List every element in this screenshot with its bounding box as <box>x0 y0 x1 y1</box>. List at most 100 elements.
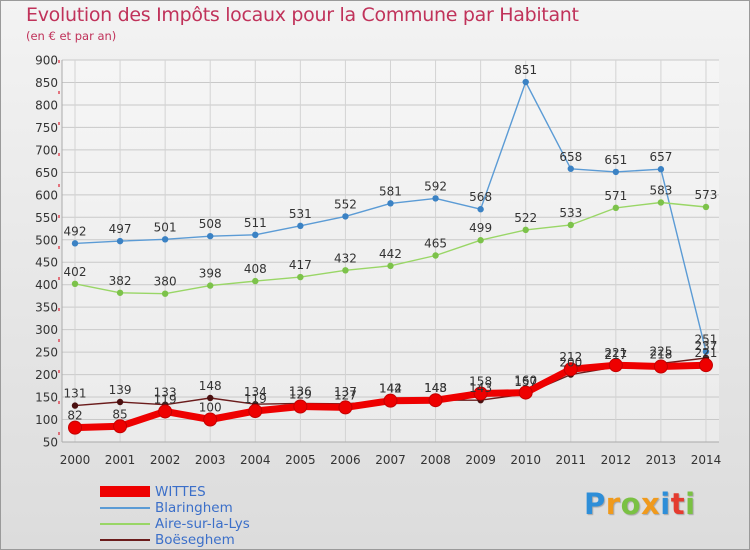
data-label: 417 <box>289 258 312 272</box>
data-label: 531 <box>289 207 312 221</box>
data-label: 160 <box>514 374 537 388</box>
data-point <box>203 412 218 427</box>
data-point <box>563 362 578 377</box>
legend-label: Aire-sur-la-Lys <box>155 516 250 532</box>
data-label: 119 <box>244 392 267 406</box>
data-label: 139 <box>109 383 132 397</box>
legend-swatch <box>100 486 150 497</box>
data-label: 221 <box>604 346 627 360</box>
y-tick-label: 600 <box>35 188 58 202</box>
data-point <box>342 267 349 274</box>
data-point <box>612 168 620 176</box>
y-tick-label: 450 <box>35 256 58 270</box>
legend-label: WITTES <box>155 484 206 500</box>
data-label: 398 <box>199 267 222 281</box>
y-tick-label: 150 <box>35 391 58 405</box>
x-tick-label: 2004 <box>240 453 271 467</box>
logo-letter: i <box>660 487 671 521</box>
data-label: 148 <box>424 381 447 395</box>
data-point <box>68 420 82 435</box>
data-label: 380 <box>154 275 177 289</box>
x-tick-label: 2007 <box>375 453 406 467</box>
data-label: 133 <box>154 386 177 400</box>
data-label: 136 <box>289 384 312 398</box>
y-tick-label: 800 <box>35 98 58 112</box>
y-tick-label: 100 <box>35 413 58 427</box>
proxiti-logo: Proxiti <box>584 487 696 521</box>
logo-letter: o <box>620 487 642 521</box>
data-point <box>522 226 529 234</box>
data-label: 592 <box>424 179 447 193</box>
data-point <box>161 236 169 243</box>
data-label: 583 <box>649 183 672 197</box>
data-label: 142 <box>379 382 402 396</box>
x-tick-label: 2011 <box>555 453 586 467</box>
data-label: 237 <box>695 339 718 353</box>
x-tick-label: 2013 <box>646 453 677 467</box>
data-label: 217 <box>604 348 627 362</box>
data-label: 499 <box>469 221 492 235</box>
x-tick-label: 2003 <box>195 453 226 467</box>
data-label: 492 <box>64 224 87 238</box>
data-label: 465 <box>424 236 447 250</box>
x-tick-label: 2000 <box>60 453 91 467</box>
chart-title: Evolution des Impôts locaux pour la Comm… <box>26 4 579 26</box>
data-label: 144 <box>379 382 402 396</box>
data-label: 651 <box>604 153 627 167</box>
data-label: 200 <box>559 356 582 370</box>
data-label: 581 <box>379 184 402 198</box>
legend-swatch <box>100 523 150 525</box>
data-point <box>293 399 308 414</box>
data-point <box>653 359 668 374</box>
data-point <box>116 237 124 245</box>
x-tick-label: 2014 <box>691 453 722 467</box>
data-point <box>338 400 353 415</box>
legend-swatch <box>100 539 150 541</box>
x-tick-label: 2009 <box>465 453 496 467</box>
data-point <box>567 221 574 229</box>
logo-letter: r <box>605 487 621 521</box>
data-point <box>387 262 394 270</box>
legend-label: Boëseghem <box>155 532 235 548</box>
data-label: 658 <box>559 150 582 164</box>
data-label: 571 <box>604 189 627 203</box>
data-label: 131 <box>64 387 87 401</box>
data-label: 408 <box>244 262 267 276</box>
data-label: 501 <box>154 220 177 234</box>
data-point <box>248 403 263 418</box>
y-tick-label: 650 <box>35 166 58 180</box>
data-point <box>252 231 259 239</box>
y-tick-label: 300 <box>35 323 58 337</box>
logo-letter: x <box>641 487 661 521</box>
data-point <box>702 348 710 355</box>
data-point <box>158 404 173 419</box>
data-point <box>518 385 533 400</box>
data-label: 432 <box>334 251 357 265</box>
data-label: 127 <box>334 388 357 402</box>
data-point <box>428 393 443 408</box>
y-tick-label: 500 <box>35 233 58 247</box>
y-tick-label: 50 <box>43 436 58 450</box>
data-label: 85 <box>112 407 127 421</box>
data-label: 251 <box>695 333 718 347</box>
data-label: 82 <box>67 409 82 423</box>
data-point <box>473 386 488 401</box>
data-label: 497 <box>109 222 132 236</box>
data-point <box>432 252 439 259</box>
data-point <box>71 402 79 409</box>
data-label: 119 <box>154 392 177 406</box>
x-tick-label: 2006 <box>330 453 361 467</box>
x-tick-label: 2008 <box>420 453 451 467</box>
y-tick-label: 850 <box>35 76 58 90</box>
data-point <box>432 195 439 202</box>
data-label: 851 <box>514 63 537 77</box>
legend-label: Blaringhem <box>155 500 233 516</box>
data-point <box>297 222 304 230</box>
data-label: 382 <box>109 274 132 288</box>
y-tick-label: 700 <box>35 143 58 157</box>
data-label: 568 <box>469 190 492 204</box>
logo-letter: P <box>584 487 606 521</box>
data-point <box>608 358 623 373</box>
data-point <box>698 358 713 373</box>
data-label: 218 <box>649 347 672 361</box>
